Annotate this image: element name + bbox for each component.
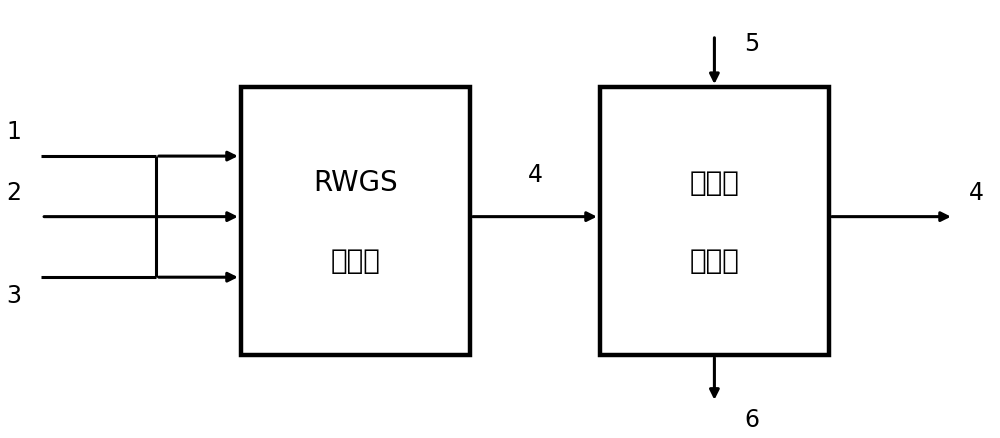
Text: 3: 3 [6,284,21,308]
Text: RWGS: RWGS [313,169,398,197]
Text: 6: 6 [744,407,759,431]
Text: 4: 4 [527,163,542,187]
Text: 冷却器: 冷却器 [689,246,739,274]
Text: 反应器: 反应器 [330,246,380,274]
Text: 5: 5 [744,32,760,56]
Text: 合成气: 合成气 [689,169,739,197]
Text: 4: 4 [969,180,984,204]
Bar [241,88,470,355]
Bar [600,88,829,355]
Text: 2: 2 [6,180,21,204]
Text: 1: 1 [6,120,21,144]
